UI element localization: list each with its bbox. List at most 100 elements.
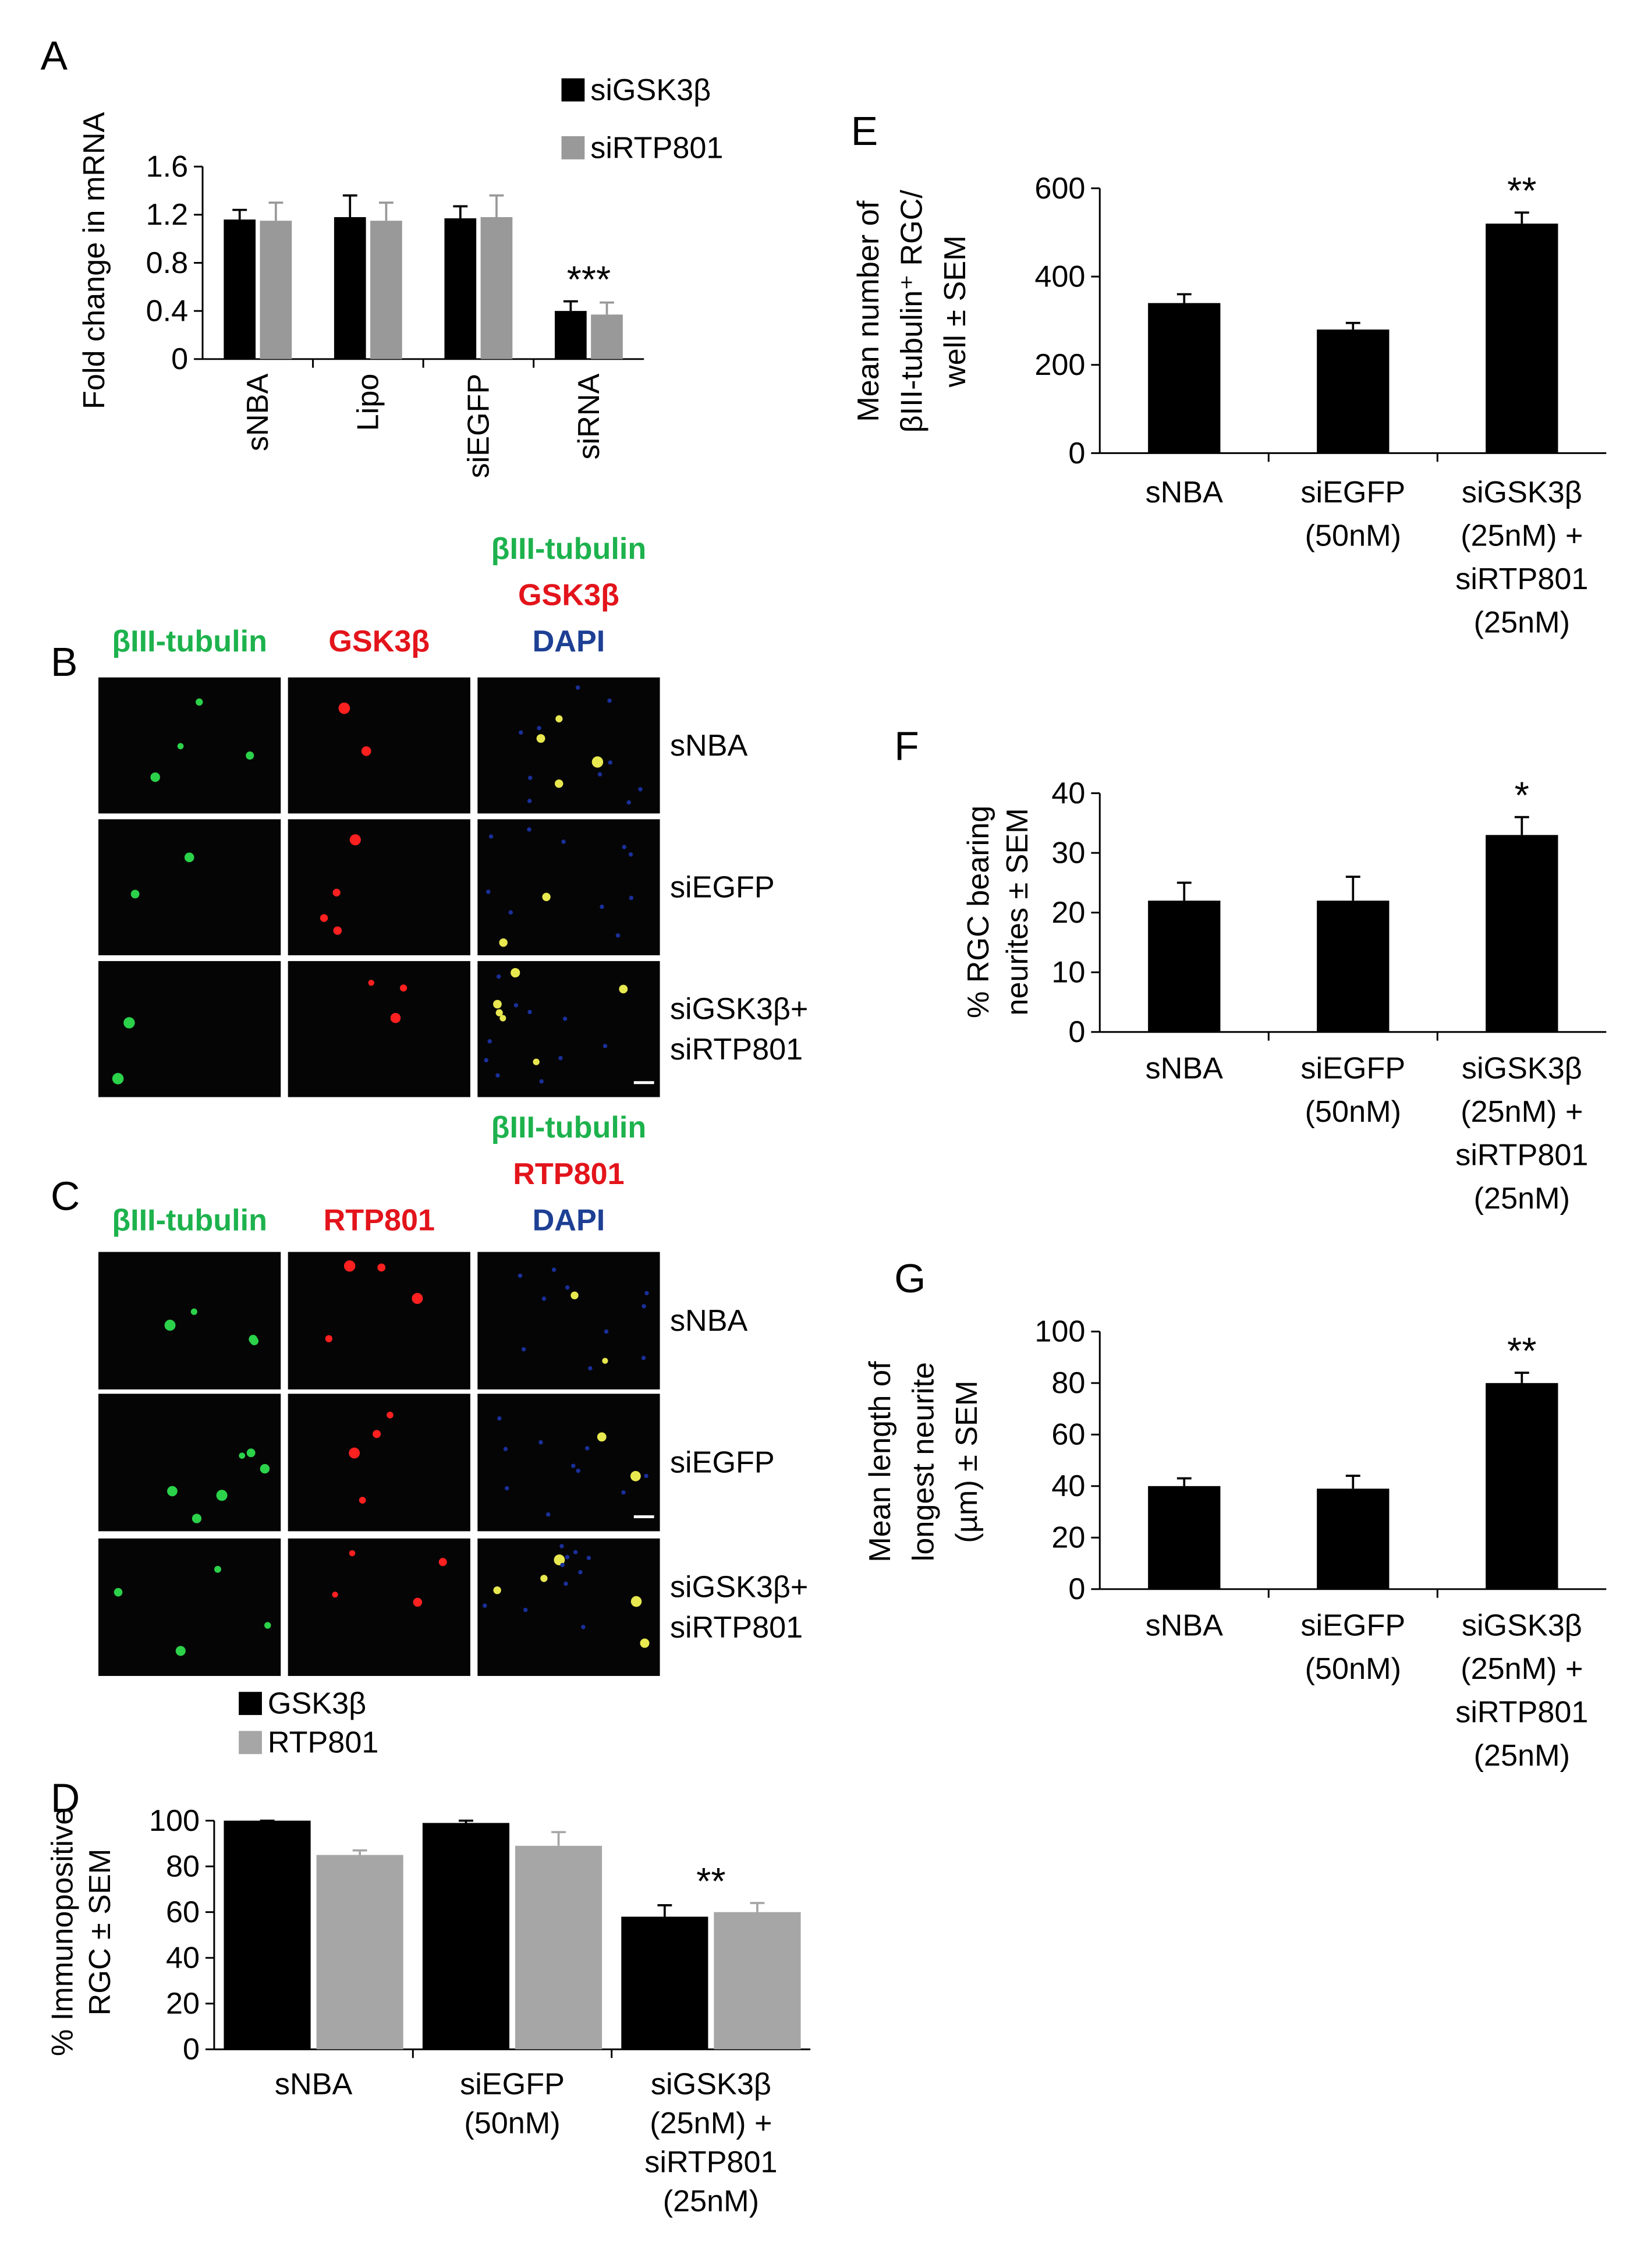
nucleus xyxy=(581,1625,586,1629)
nucleus xyxy=(608,760,613,765)
cell xyxy=(361,746,371,756)
x-tick-label: sNBA xyxy=(275,2067,353,2101)
cell xyxy=(130,890,140,899)
nucleus xyxy=(615,933,621,938)
bar xyxy=(1317,1489,1390,1589)
cell xyxy=(320,914,328,922)
cell xyxy=(554,1554,565,1566)
cell xyxy=(264,1622,271,1629)
x-tick-label: (25nM) + xyxy=(1461,1095,1583,1129)
micrograph xyxy=(288,677,470,814)
error-bar xyxy=(232,208,247,220)
y-tick-label: 0 xyxy=(183,2033,200,2067)
nucleus xyxy=(563,1581,568,1586)
micrograph xyxy=(477,1394,660,1532)
micrograph xyxy=(98,677,281,814)
y-tick-label: 0 xyxy=(1068,1015,1085,1049)
nucleus xyxy=(527,799,532,803)
legend-label: siGSK3β xyxy=(590,73,711,107)
legend-swatch xyxy=(561,136,585,160)
micrograph xyxy=(98,819,281,955)
cell xyxy=(332,1592,338,1598)
micrograph xyxy=(98,961,281,1097)
cell xyxy=(499,1015,506,1022)
y-tick-label: 0.4 xyxy=(146,295,189,328)
significance: ** xyxy=(696,1860,725,1902)
cell xyxy=(338,702,350,714)
error-bar xyxy=(1345,876,1360,901)
legend-swatch xyxy=(561,78,585,102)
nucleus xyxy=(521,1347,526,1352)
y-tick-label: 0 xyxy=(1068,1572,1085,1606)
legend-label: GSK3β xyxy=(268,1687,366,1721)
bar xyxy=(1486,224,1558,453)
cell xyxy=(630,1470,641,1482)
significance: *** xyxy=(567,258,611,301)
bar xyxy=(444,218,477,359)
x-tick-label: siRTP801 xyxy=(1455,562,1588,596)
cell xyxy=(250,1337,259,1345)
x-tick-label: siEGFP xyxy=(1300,1608,1405,1642)
significance: ** xyxy=(1507,1330,1536,1372)
error-bar xyxy=(1176,881,1192,901)
nucleus xyxy=(607,698,612,703)
y-axis-label: (µm) ± SEM xyxy=(950,1381,984,1543)
error-bar xyxy=(1345,1475,1360,1489)
error-bar xyxy=(1514,816,1529,835)
cell xyxy=(377,1263,386,1272)
nucleus xyxy=(626,800,632,805)
nucleus xyxy=(622,845,627,849)
x-tick-label: siGSK3β xyxy=(1462,1608,1582,1642)
nucleus xyxy=(586,1555,591,1560)
micrograph xyxy=(477,1252,660,1390)
cell xyxy=(555,779,563,788)
cell xyxy=(332,888,341,896)
y-tick-label: 60 xyxy=(1051,1418,1085,1452)
nucleus xyxy=(600,904,604,909)
y-axis-label: % Immunopositive xyxy=(45,1808,79,2056)
x-tick-label: siGSK3β xyxy=(1462,476,1582,509)
error-bar xyxy=(551,1831,566,1846)
y-tick-label: 0 xyxy=(171,342,188,376)
bar xyxy=(1486,1383,1558,1589)
y-tick-label: 40 xyxy=(1051,1469,1085,1503)
nucleus xyxy=(545,1512,551,1517)
micrograph xyxy=(477,1538,660,1676)
cell xyxy=(349,834,361,846)
bar xyxy=(334,217,366,359)
cell xyxy=(260,1463,270,1474)
bar xyxy=(1148,901,1221,1032)
cell xyxy=(536,734,545,743)
x-tick-label: (50nM) xyxy=(1305,1095,1401,1129)
cell xyxy=(246,1448,256,1458)
nucleus xyxy=(644,1291,649,1296)
nucleus xyxy=(641,1355,646,1360)
x-tick-label: siEGFP xyxy=(1300,476,1405,509)
channel-label: βIII-tubulin xyxy=(491,1111,647,1144)
cell xyxy=(640,1638,650,1648)
cell xyxy=(387,1412,394,1419)
nucleus xyxy=(505,1486,509,1491)
x-tick-label: sNBA xyxy=(1146,1051,1224,1085)
x-tick-label: (25nM) + xyxy=(1461,1652,1583,1686)
nucleus xyxy=(602,1044,608,1048)
nucleus xyxy=(559,1544,564,1548)
nucleus xyxy=(503,1447,508,1451)
cell xyxy=(493,1000,502,1009)
nucleus xyxy=(560,1562,565,1568)
y-tick-label: 40 xyxy=(166,1941,200,1975)
y-axis-label: Fold change in mRNA xyxy=(77,112,111,409)
nucleus xyxy=(575,685,580,690)
nucleus xyxy=(496,974,501,979)
channel-label: GSK3β xyxy=(518,578,619,612)
bar xyxy=(480,217,513,359)
cell xyxy=(390,1012,401,1023)
bar xyxy=(316,1855,403,2050)
x-tick-label: Lipo xyxy=(352,374,385,431)
micrograph xyxy=(477,819,660,955)
x-tick-label: siRTP801 xyxy=(1455,1138,1588,1172)
x-tick-label: (25nM) xyxy=(1474,606,1570,640)
nucleus xyxy=(644,1473,648,1479)
bar xyxy=(1317,901,1390,1032)
